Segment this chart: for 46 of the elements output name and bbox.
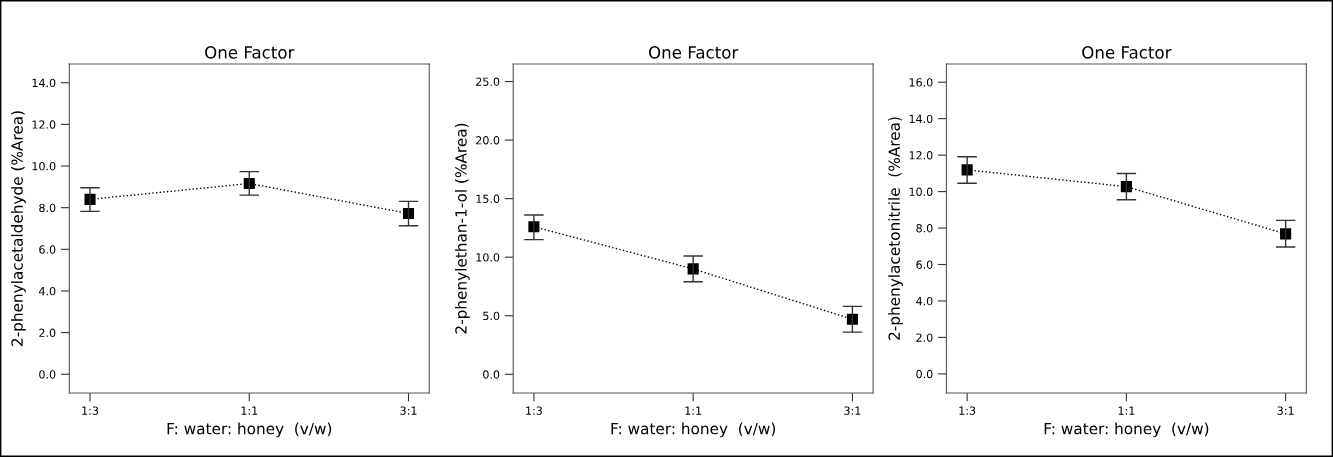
y-tick-label: 14.0 bbox=[909, 114, 933, 124]
point bbox=[1280, 228, 1292, 240]
y-tick-label: 4.0 bbox=[916, 296, 933, 306]
y-tick-label: 10.0 bbox=[909, 187, 933, 196]
x-tick-label: 1:1 bbox=[241, 406, 258, 415]
point bbox=[243, 177, 255, 190]
y-tick-label: 8.0 bbox=[39, 203, 56, 213]
point bbox=[402, 207, 415, 220]
y-tick-label: 12.0 bbox=[909, 151, 933, 160]
x-axis-title: F: water: honey (v/w) bbox=[167, 422, 332, 438]
point bbox=[846, 313, 858, 325]
x-axis-title: F: water: honey (v/w) bbox=[1044, 422, 1209, 438]
y-tick-label: 10.0 bbox=[32, 162, 56, 171]
x-tick-label: 1:3 bbox=[82, 406, 99, 415]
y-axis-title: 2-phenylethan-1-ol (%Area) bbox=[454, 123, 470, 334]
y-tick-label: 15.0 bbox=[476, 194, 500, 204]
y-tick-label: 20.0 bbox=[476, 136, 500, 145]
y-tick-label: 0.0 bbox=[39, 370, 56, 379]
y-tick-label: 2.0 bbox=[39, 328, 56, 338]
y-tick-label: 0.0 bbox=[916, 369, 933, 379]
chart-title: One Factor bbox=[648, 46, 739, 59]
y-tick-label: 4.0 bbox=[38, 286, 56, 296]
x-tick-label: 3:1 bbox=[400, 406, 417, 415]
y-tick-label: 12.0 bbox=[32, 120, 56, 129]
y-tick-label: 10.0 bbox=[476, 253, 500, 262]
y-tick-label: 16.0 bbox=[909, 78, 933, 87]
y-axis-title: 2-phenylacetonitrile (%Area) bbox=[888, 117, 903, 340]
y-tick-label: 6.0 bbox=[39, 245, 56, 254]
y-tick-label: 0.0 bbox=[483, 370, 500, 379]
x-tick-label: 3:1 bbox=[844, 406, 861, 415]
x-axis-title: F: water: honey (v/w) bbox=[611, 422, 776, 438]
y-tick-label: 25.0 bbox=[476, 77, 500, 86]
chart-title: One Factor bbox=[1082, 46, 1172, 59]
y-tick-label: 6.0 bbox=[916, 260, 933, 269]
y-tick-label: 5.0 bbox=[483, 311, 500, 321]
y-axis-title: 2-phenylacetaldehyde (%Area) bbox=[11, 111, 26, 346]
y-tick-label: 14.0 bbox=[32, 78, 56, 88]
y-tick-label: 2.0 bbox=[916, 333, 933, 342]
y-tick-label: 8.0 bbox=[916, 224, 933, 233]
x-tick-label: 3:1 bbox=[1277, 406, 1294, 415]
x-tick-label: 1:1 bbox=[1118, 406, 1135, 415]
chart-title: One Factor bbox=[205, 46, 295, 59]
x-tick-label: 1:3 bbox=[526, 406, 542, 415]
x-tick-label: 1:3 bbox=[959, 406, 976, 415]
point bbox=[1120, 181, 1132, 193]
x-tick-label: 1:1 bbox=[685, 406, 702, 415]
